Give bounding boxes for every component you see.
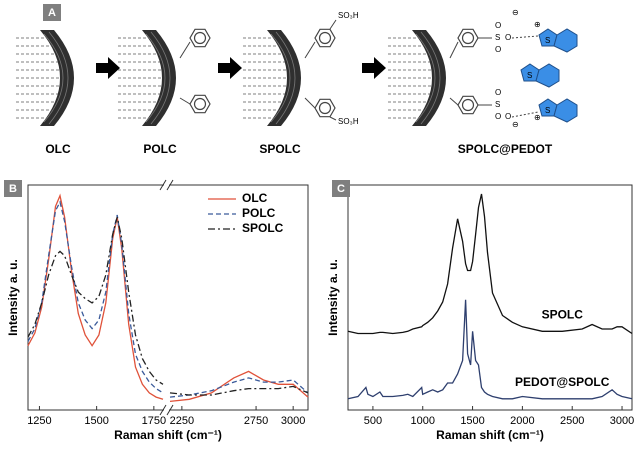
series-line (169, 385, 309, 396)
series-line (169, 377, 309, 398)
atom: S (495, 100, 500, 109)
x-tick-label: 3000 (610, 415, 634, 427)
x-tick-label: 1500 (460, 415, 484, 427)
panel-badge (332, 180, 350, 197)
panel-label: A (48, 7, 56, 19)
arrow (218, 57, 242, 79)
atom: S (545, 106, 550, 115)
series-line (27, 193, 164, 400)
y-axis-label: Intensity a. u. (326, 259, 340, 336)
ionic-bond (511, 35, 539, 118)
phenyl (457, 95, 479, 115)
series-line (169, 370, 309, 403)
x-axis-label: Raman shift (cm⁻¹) (436, 428, 544, 442)
phenyl (314, 28, 336, 48)
phenyl (189, 28, 211, 48)
atom: O (495, 88, 501, 97)
legend-label: OLC (242, 191, 268, 205)
onion (15, 29, 75, 127)
series-line (27, 216, 164, 385)
panel-label: C (337, 183, 345, 195)
plot-frame (347, 184, 633, 411)
axis-break (164, 179, 169, 191)
atom: O (495, 21, 501, 30)
atom: S (545, 36, 550, 45)
stage-label: SPOLC (259, 142, 301, 156)
x-tick-label: 1250 (27, 415, 51, 427)
charge: ⊕ (534, 113, 541, 122)
x-tick-label: 2250 (170, 415, 194, 427)
axis-break (164, 404, 169, 416)
bond (329, 19, 492, 121)
atom: O (505, 112, 511, 121)
x-tick-label: 2500 (560, 415, 584, 427)
x-tick-label: 3000 (281, 415, 305, 427)
arrow (96, 57, 120, 79)
atom: O (495, 112, 501, 121)
panel-badge (4, 180, 22, 197)
onion (387, 29, 447, 127)
x-tick-label: 2750 (244, 415, 268, 427)
group-label: SO₃H (338, 117, 359, 126)
scheme: A SO₃H SO₃H S O O O S O O O ⊖ ⊖ ⊕ ⊕ S S (15, 4, 578, 156)
phenyl (457, 28, 479, 48)
panel-label: B (9, 183, 17, 195)
legend-label: POLC (242, 206, 276, 220)
x-tick-label: 2000 (510, 415, 534, 427)
atom: O (495, 45, 501, 54)
break-mark (159, 179, 174, 416)
charge: ⊖ (512, 120, 519, 129)
phenyl (314, 98, 336, 118)
stage-label: POLC (143, 142, 177, 156)
x-tick-label: 500 (364, 415, 382, 427)
onion (242, 29, 302, 127)
series-line (347, 193, 633, 335)
bond (179, 41, 459, 109)
x-axis-label: Raman shift (cm⁻¹) (114, 428, 222, 442)
phenyl (189, 94, 211, 114)
arrow (362, 57, 386, 79)
series-label: PEDOT@SPOLC (515, 375, 610, 389)
stage-label: SPOLC@PEDOT (458, 142, 553, 156)
atom: S (495, 33, 500, 42)
charge: ⊕ (534, 20, 541, 29)
group-label: SO₃H (338, 11, 359, 20)
atom: O (505, 33, 511, 42)
x-tick-label: 1500 (84, 415, 108, 427)
y-axis-label: Intensity a. u. (6, 259, 20, 336)
onion (117, 29, 177, 127)
x-tick-label: 1000 (410, 415, 434, 427)
series-line (347, 299, 633, 400)
series-line (27, 200, 164, 394)
x-tick-label: 1750 (142, 415, 166, 427)
charge: ⊖ (512, 8, 519, 17)
legend-label: SPOLC (242, 221, 284, 235)
panel-badge (43, 4, 61, 21)
stage-label: OLC (45, 142, 71, 156)
atom: S (527, 71, 532, 80)
series-label: SPOLC (542, 307, 584, 321)
